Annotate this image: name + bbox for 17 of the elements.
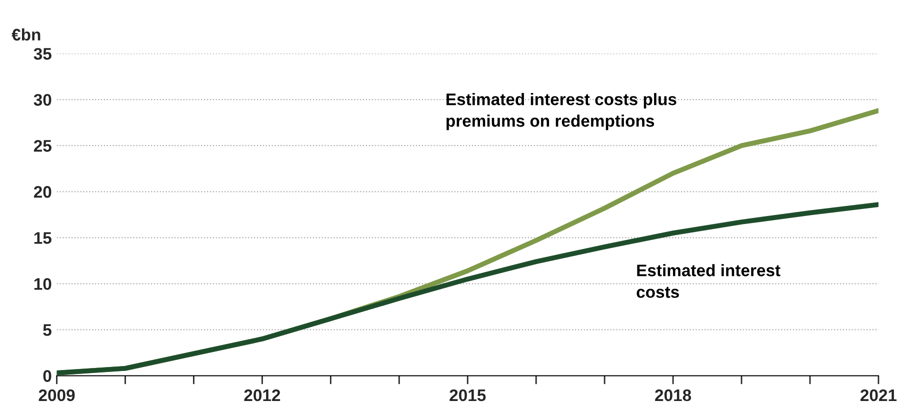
y-tick-label: 35 bbox=[34, 48, 52, 60]
y-tick-label: 10 bbox=[34, 278, 52, 290]
y-tick-label: 20 bbox=[34, 186, 52, 198]
line-series bbox=[56, 202, 878, 376]
y-tick-label: 5 bbox=[43, 324, 52, 336]
x-tick-label: 2021 bbox=[860, 389, 897, 402]
x-tick-label: 2009 bbox=[38, 389, 75, 402]
y-axis-title: €bn bbox=[12, 28, 40, 41]
x-tick-label: 2012 bbox=[244, 389, 280, 402]
y-tick-label: 0 bbox=[43, 370, 52, 382]
x-tick-label: 2018 bbox=[655, 389, 692, 402]
y-tick-label: 30 bbox=[34, 94, 52, 106]
y-tick-label: 15 bbox=[34, 232, 52, 244]
y-tick-label: 25 bbox=[34, 140, 52, 152]
text: Estimated interest costs plus premiums on redemptions bbox=[446, 92, 676, 130]
x-tick-label: 2015 bbox=[450, 389, 486, 402]
series-label: Estimated interest costs bbox=[636, 264, 780, 298]
